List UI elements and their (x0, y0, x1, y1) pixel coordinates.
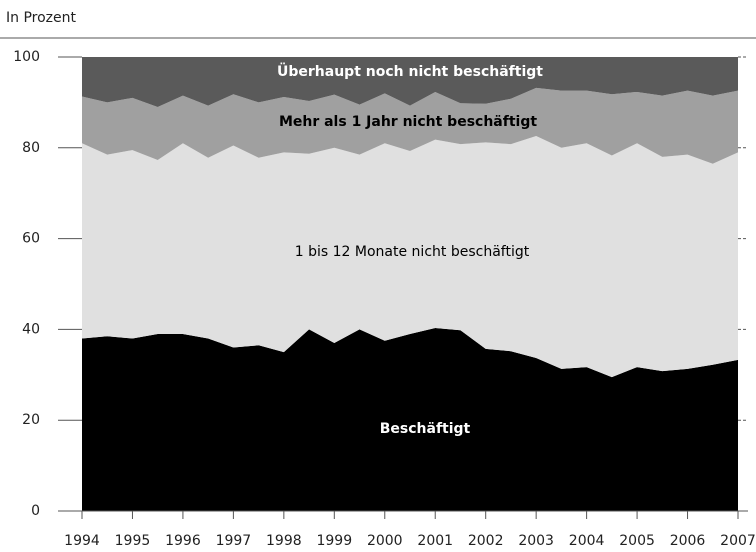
y-tick-label: 40 (22, 321, 40, 337)
x-tick-label: 1994 (64, 533, 100, 549)
x-tick-label: 2007 (720, 533, 756, 549)
x-tick-label: 1997 (216, 533, 252, 549)
area (82, 57, 738, 107)
y-tick-label: 20 (22, 412, 40, 428)
y-tick-label: 60 (22, 231, 40, 247)
x-tick-label: 1996 (165, 533, 201, 549)
area (82, 135, 738, 378)
legend-label: Überhaupt noch nicht beschäftigt (277, 62, 543, 80)
y-axis-label: In Prozent (6, 10, 76, 26)
y-tick-label: 0 (31, 503, 40, 519)
x-tick-label: 1998 (266, 533, 302, 549)
legend-label: Mehr als 1 Jahr nicht beschäftigt (279, 114, 537, 130)
x-tick-label: 2005 (619, 533, 655, 549)
area (82, 87, 738, 164)
legend-label: Beschäftigt (380, 421, 471, 437)
legend-label: 1 bis 12 Monate nicht beschäftigt (295, 244, 530, 260)
area (82, 328, 738, 511)
x-tick-label: 1999 (316, 533, 352, 549)
y-tick-label: 80 (22, 140, 40, 156)
x-tick-label: 2000 (367, 533, 403, 549)
x-tick-label: 2004 (569, 533, 605, 549)
y-tick-label: 100 (13, 49, 40, 65)
x-tick-label: 2003 (518, 533, 554, 549)
x-tick-label: 2001 (417, 533, 453, 549)
x-tick-label: 1995 (115, 533, 151, 549)
x-tick-label: 2006 (670, 533, 706, 549)
x-tick-label: 2002 (468, 533, 504, 549)
